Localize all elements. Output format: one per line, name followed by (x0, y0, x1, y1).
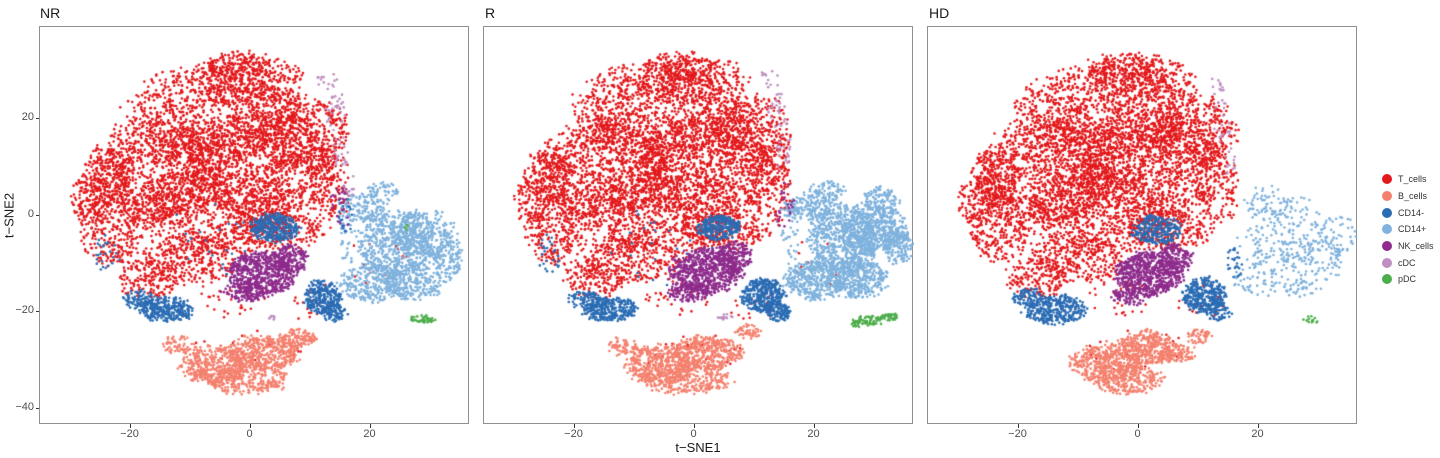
x-tick-label: −20 (1008, 428, 1027, 440)
x-tick-label: −20 (564, 428, 583, 440)
y-tick-label: 0 (27, 207, 34, 220)
x-tick-mark (1017, 424, 1019, 428)
b-cells-dot-icon (1382, 191, 1392, 202)
legend-item-cd14-minus: CD14- (1382, 204, 1434, 221)
x-tick-label: 20 (1251, 428, 1264, 440)
legend-label: CD14+ (1398, 224, 1427, 235)
x-tick-label: 0 (690, 428, 697, 440)
y-tick-label: −20 (15, 304, 34, 316)
legend-item-cd14-plus: CD14+ (1382, 221, 1434, 238)
x-tick-mark (813, 424, 815, 428)
panel-plot-r (483, 26, 914, 425)
legend: T_cells B_cells CD14- CD14+ NK_cells cDC… (1382, 171, 1434, 288)
y-tick-label: 20 (21, 111, 34, 123)
x-tick-mark (249, 424, 251, 428)
x-tick-mark (573, 424, 575, 428)
legend-item-pdc: pDC (1382, 271, 1434, 288)
x-tick-label: −20 (120, 428, 139, 440)
x-tick-mark (369, 424, 371, 428)
legend-item-cdc: cDC (1382, 254, 1434, 271)
x-tick-label: 20 (363, 428, 376, 440)
legend-item-nk-cells: NK_cells (1382, 238, 1434, 255)
x-tick-mark (1257, 424, 1259, 428)
legend-label: pDC (1398, 274, 1417, 285)
y-tick-mark (36, 407, 40, 409)
legend-label: cDC (1398, 257, 1416, 268)
cd14-plus-dot-icon (1382, 224, 1392, 235)
cdc-dot-icon (1382, 257, 1392, 268)
scatter-canvas-hd (928, 27, 1358, 425)
legend-label: B_cells (1398, 191, 1428, 202)
y-tick-mark (36, 214, 40, 216)
y-tick-mark (36, 118, 40, 119)
x-tick-mark (129, 424, 131, 428)
panel-plot-hd (927, 26, 1358, 425)
x-tick-label: 0 (246, 428, 253, 440)
legend-item-b-cells: B_cells (1382, 188, 1434, 205)
x-tick-mark (693, 424, 695, 428)
panel-title-r: R (485, 5, 496, 21)
legend-item-t-cells: T_cells (1382, 171, 1434, 188)
legend-label: NK_cells (1398, 241, 1434, 252)
scatter-canvas-nr (40, 27, 470, 425)
panel-title-hd: HD (929, 5, 950, 21)
scatter-canvas-r (484, 27, 914, 425)
x-tick-mark (1137, 424, 1139, 428)
y-tick-mark (36, 311, 40, 312)
x-tick-label: 0 (1134, 428, 1141, 440)
y-tick-label: −40 (15, 400, 34, 413)
t-cells-dot-icon (1382, 174, 1392, 185)
cd14-minus-dot-icon (1382, 207, 1392, 218)
panel-plot-nr (39, 26, 470, 425)
pdc-dot-icon (1382, 274, 1392, 285)
legend-label: T_cells (1398, 174, 1427, 185)
x-tick-label: 20 (807, 428, 820, 440)
panel-title-nr: NR (40, 5, 61, 21)
legend-label: CD14- (1398, 207, 1425, 218)
nk-cells-dot-icon (1382, 241, 1392, 252)
x-axis-title: t−SNE1 (675, 440, 721, 455)
